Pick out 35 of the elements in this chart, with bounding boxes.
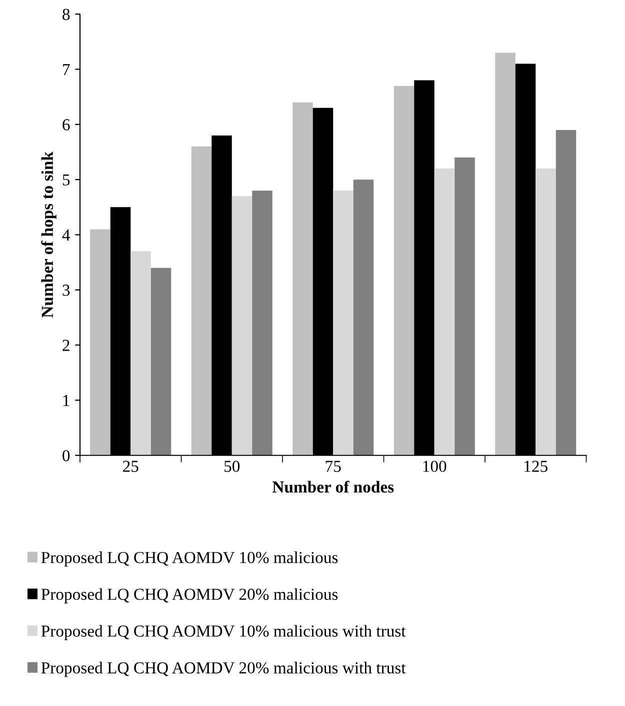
bar bbox=[191, 146, 212, 456]
bar bbox=[434, 168, 455, 456]
y-tick-label: 5 bbox=[62, 174, 70, 186]
y-tick-label: 4 bbox=[62, 230, 70, 241]
bar bbox=[130, 251, 151, 456]
legend-label: Proposed LQ CHQ AOMDV 20% malicious bbox=[41, 588, 338, 604]
y-tick-label: 2 bbox=[62, 340, 70, 351]
bar bbox=[394, 86, 414, 456]
bar bbox=[150, 268, 172, 456]
bar bbox=[252, 190, 272, 456]
bar bbox=[556, 130, 576, 456]
x-tick-label: 50 bbox=[224, 460, 240, 472]
bar bbox=[454, 158, 475, 456]
x-axis-title: Number of nodes bbox=[272, 480, 394, 493]
y-tick-label: 6 bbox=[62, 119, 70, 130]
x-tick-label: 75 bbox=[326, 460, 341, 472]
bar bbox=[292, 102, 313, 456]
bar bbox=[536, 168, 556, 456]
x-tick-label: 125 bbox=[524, 460, 548, 472]
legend-label: Proposed LQ CHQ AOMDV 20% malicious with trust bbox=[41, 662, 406, 677]
y-tick-label: 0 bbox=[62, 450, 70, 462]
bar bbox=[333, 190, 354, 456]
y-axis-title: Number of hops to sink bbox=[41, 152, 56, 318]
y-tick-label: 7 bbox=[63, 64, 70, 76]
bar bbox=[353, 180, 374, 456]
y-tick-label: 3 bbox=[62, 284, 70, 296]
legend-label: Proposed LQ CHQ AOMDV 10% malicious bbox=[41, 551, 338, 567]
x-tick-label: 100 bbox=[423, 460, 446, 472]
legend-label: Proposed LQ CHQ AOMDV 10% malicious with trust bbox=[41, 624, 406, 640]
bar bbox=[90, 229, 110, 456]
bar bbox=[495, 52, 516, 456]
bar bbox=[232, 196, 252, 456]
x-tick-label: 25 bbox=[123, 460, 138, 472]
y-tick-label: 8 bbox=[62, 8, 70, 20]
y-tick-label: 1 bbox=[63, 394, 70, 406]
